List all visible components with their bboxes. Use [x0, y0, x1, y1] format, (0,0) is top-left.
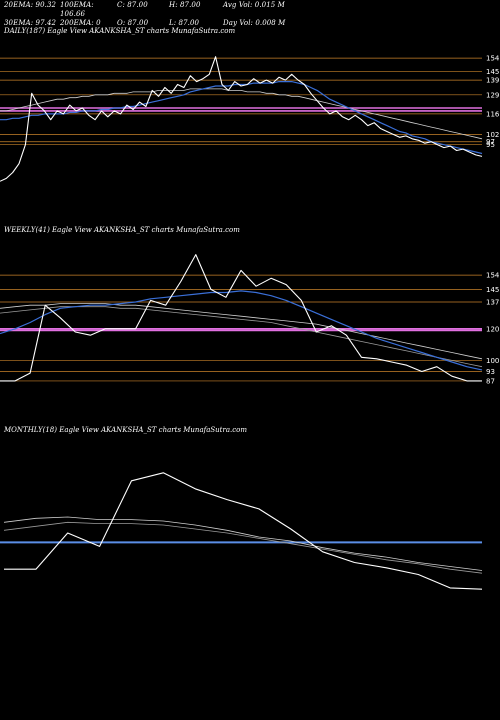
ema200-value: 200EMA: 0 [60, 19, 101, 27]
daily-chart-title: DAILY(187) Eagle View AKANKSHA_ST charts… [4, 27, 236, 35]
daily-level-label: 95 [486, 141, 495, 149]
ema100-value: 100EMA: 106.66 [60, 1, 94, 18]
monthly-ema-slow2-line [3, 521, 483, 574]
daily-level-label: 97 [486, 138, 495, 146]
weekly-level-label: 93 [486, 368, 495, 376]
stats-row-2: 30EMA: 97.42 200EMA: 0 O: 87.00 L: 87.00… [4, 19, 343, 28]
weekly-ema-slow2-line [0, 306, 483, 368]
daily-level-label: 129 [486, 91, 499, 99]
daily-level-label: 102 [486, 131, 499, 139]
daily-level-label: 116 [486, 110, 500, 118]
weekly-price-line [0, 254, 482, 382]
daily-level-label: 154 [486, 55, 500, 63]
ema30-value: 30EMA: 97.42 [4, 19, 57, 27]
daily-ema-fast-line [0, 80, 483, 155]
weekly-level-label: 154 [486, 272, 500, 280]
daily-ema-slow-line [0, 88, 483, 140]
close-value: C: 87.00 [117, 1, 148, 9]
weekly-ema-slow-line [0, 303, 483, 360]
monthly-price-line [4, 472, 483, 590]
indicator-stats: 20EMA: 90.32 100EMA: 106.66 C: 87.00 H: … [4, 1, 343, 28]
avg-vol-value: Avg Vol: 0.015 M [223, 1, 285, 9]
stats-row-1: 20EMA: 90.32 100EMA: 106.66 C: 87.00 H: … [4, 1, 343, 19]
monthly-chart [0, 472, 483, 590]
daily-level-label: 145 [486, 68, 499, 76]
weekly-level-label: 87 [486, 377, 495, 385]
day-vol-value: Day Vol: 0.008 M [223, 19, 286, 27]
weekly-level-label: 137 [486, 299, 499, 307]
weekly-level-label: 120 [486, 325, 499, 333]
daily-price-line [0, 56, 483, 182]
weekly-level-label: 100 [486, 357, 499, 365]
low-value: L: 87.00 [169, 19, 200, 27]
daily-level-label: 139 [486, 77, 499, 85]
weekly-chart-title: WEEKLY(41) Eagle View AKANKSHA_ST charts… [4, 226, 240, 234]
weekly-ema-fast-line [0, 290, 483, 371]
monthly-chart-title: MONTHLY(18) Eagle View AKANKSHA_ST chart… [4, 426, 248, 434]
high-value: H: 87.00 [169, 1, 201, 9]
open-value: O: 87.00 [117, 19, 149, 27]
monthly-ema-slow-line [3, 516, 483, 571]
ema20-value: 20EMA: 90.32 [4, 1, 57, 9]
weekly-level-label: 145 [486, 286, 499, 294]
